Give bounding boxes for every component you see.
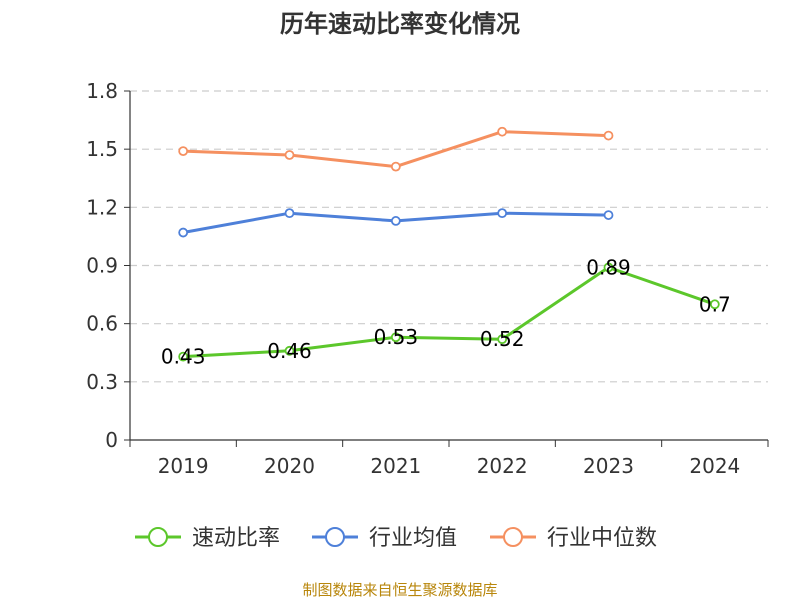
y-tick-label: 0.9: [86, 254, 118, 278]
legend-item-1[interactable]: 行业均值: [312, 526, 457, 551]
legend-marker: [325, 527, 345, 547]
data-point[interactable]: [390, 161, 401, 172]
legend-item-0[interactable]: 速动比率: [135, 526, 280, 551]
data-point[interactable]: [709, 299, 720, 310]
grid-lines: [130, 90, 768, 383]
data-point[interactable]: [603, 262, 614, 273]
data-label: 0.7: [699, 292, 731, 316]
data-label: 0.89: [586, 255, 631, 279]
axes: 0 0.3 0.6 0.9 1.2 1.5 1.8 2019 2020 2021 2022 2023 2…: [86, 79, 769, 478]
data-point[interactable]: [284, 345, 295, 356]
y-tick-label: 0.3: [86, 370, 118, 394]
series-line-0: [183, 265, 716, 359]
data-point[interactable]: [178, 227, 189, 238]
chart-title: 历年速动比率变化情况: [280, 10, 520, 38]
data-point[interactable]: [603, 210, 614, 220]
data-label: 0.53: [374, 325, 419, 349]
x-tick-label: 2022: [477, 454, 528, 478]
data-point[interactable]: [390, 216, 401, 226]
y-tick-label: 1.8: [86, 79, 118, 103]
data-point[interactable]: [390, 332, 401, 343]
data-label: 0.46: [267, 339, 312, 363]
y-tick-label: 1.5: [86, 137, 118, 161]
series-lines: [178, 126, 720, 362]
x-tick-label: 2019: [158, 454, 209, 478]
x-tick-label: 2023: [583, 454, 634, 478]
data-labels: 0.43 0.46 0.53 0.52 0.89 0.7: [161, 255, 731, 368]
data-label: 0.43: [161, 345, 206, 369]
x-tick-label: 2021: [370, 454, 421, 478]
legend-label: 行业均值: [369, 526, 457, 551]
data-point[interactable]: [178, 351, 189, 362]
legend-label: 行业中位数: [547, 526, 657, 551]
data-point[interactable]: [497, 334, 508, 345]
y-tick-label: 1.2: [86, 195, 118, 219]
y-tick-label: 0.6: [86, 312, 118, 336]
data-point[interactable]: [284, 208, 295, 219]
data-point[interactable]: [603, 130, 614, 141]
y-tick-label: 0: [105, 428, 118, 452]
data-point[interactable]: [497, 126, 508, 137]
source-note: 制图数据来自恒生聚源数据库: [302, 581, 497, 599]
x-tick-label: 2024: [689, 454, 740, 478]
legend-marker: [503, 527, 523, 547]
data-label: 0.52: [480, 327, 525, 351]
legend-label: 速动比率: [192, 526, 280, 551]
legend-marker: [148, 527, 168, 547]
data-point[interactable]: [497, 208, 508, 219]
legend[interactable]: 速动比率 行业均值 行业中位数: [135, 526, 657, 551]
data-point[interactable]: [284, 150, 295, 160]
data-point[interactable]: [178, 146, 189, 157]
x-tick-label: 2020: [264, 454, 315, 478]
legend-item-2[interactable]: 行业中位数: [490, 526, 657, 551]
